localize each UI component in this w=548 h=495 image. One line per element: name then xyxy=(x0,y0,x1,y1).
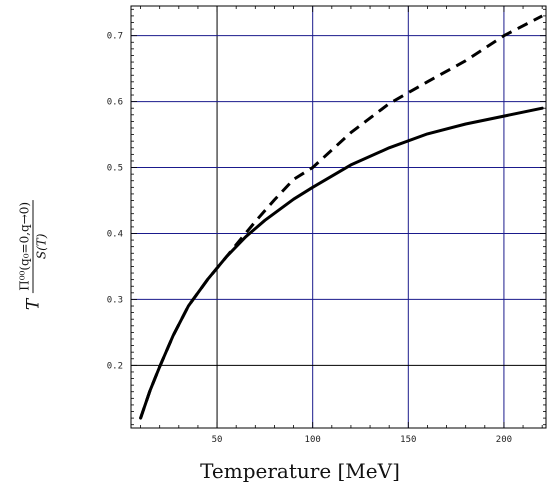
plot-frame xyxy=(130,5,547,429)
tick-labels: 50 100 150 200 0.2 0.3 0.4 0.5 0.6 0.7 xyxy=(107,32,512,445)
y-axis-label-denominator: S(T) xyxy=(34,233,49,260)
x-tick-label: 150 xyxy=(400,435,416,445)
y-tick-label: 0.6 xyxy=(107,98,123,108)
x-tick-label: 200 xyxy=(496,435,512,445)
series-layer xyxy=(139,14,544,420)
x-tick-label: 50 xyxy=(212,435,223,445)
y-axis-label: T Π⁰⁰(q₀=0,q→0) S(T) xyxy=(8,170,58,340)
y-tick-label: 0.3 xyxy=(107,295,123,305)
y-axis-label-numerator: Π⁰⁰(q₀=0,q→0) xyxy=(17,199,34,293)
y-tick-label: 0.4 xyxy=(107,229,123,239)
y-tick-label: 0.5 xyxy=(107,164,123,174)
y-axis-label-fraction: Π⁰⁰(q₀=0,q→0) S(T) xyxy=(17,199,49,293)
grid-layer xyxy=(131,6,546,428)
y-axis-label-prefix: T xyxy=(23,298,43,311)
axes-layer xyxy=(130,5,547,429)
x-tick-label: 100 xyxy=(305,435,321,445)
y-tick-label: 0.2 xyxy=(107,361,123,371)
series-line-solid xyxy=(139,106,544,420)
series-line-dashed xyxy=(139,14,543,419)
x-axis-label: Temperature [MeV] xyxy=(200,459,400,483)
y-tick-label: 0.7 xyxy=(107,32,123,42)
